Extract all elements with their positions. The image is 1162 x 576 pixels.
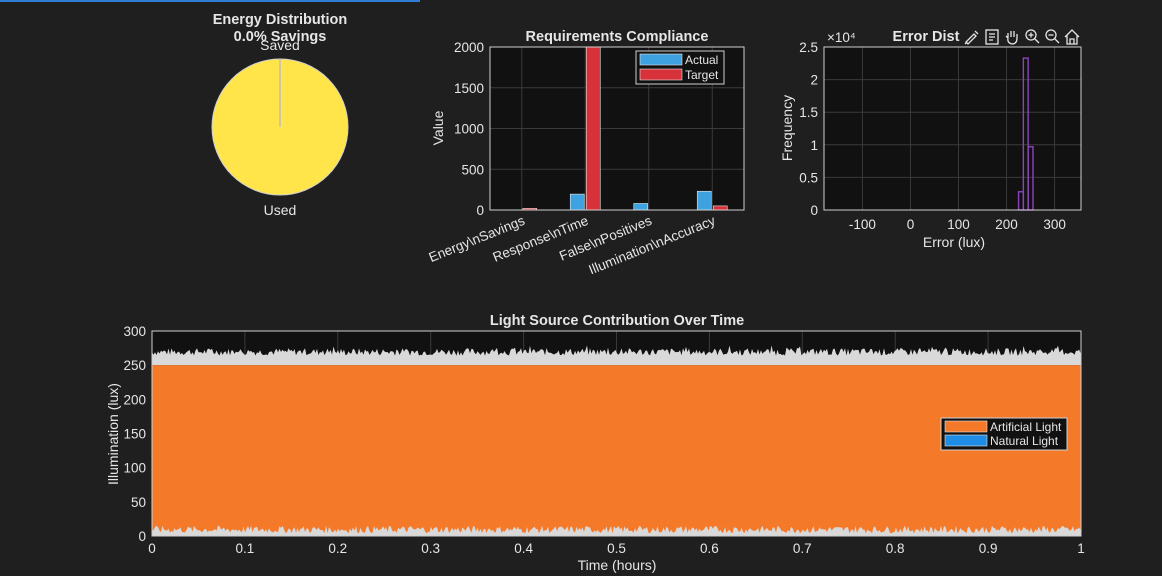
light-ytick: 200 <box>123 392 146 407</box>
datatip-icon[interactable] <box>983 28 1001 46</box>
error-ytick: 1.5 <box>799 105 818 120</box>
light-ytick: 100 <box>123 461 146 476</box>
error-ylabel: Frequency <box>779 95 795 161</box>
requirements-ytick: 1500 <box>454 81 484 96</box>
light-xtick: 0.2 <box>328 541 347 556</box>
error-ytick: 2 <box>810 73 818 88</box>
window-progress-bar <box>0 0 420 2</box>
light-ytick: 0 <box>138 529 146 544</box>
light-xtick: 0.6 <box>700 541 719 556</box>
error-axes-box <box>823 46 1082 211</box>
requirements-bar-target <box>712 205 728 211</box>
requirements-ytick: 500 <box>461 162 484 177</box>
requirements-chart: Requirements Compliance 0 500 1000 1500 2000… <box>427 29 745 277</box>
light-xlabel: Time (hours) <box>578 557 657 573</box>
requirements-ytick: 1000 <box>454 122 484 137</box>
light-xtick: 0.9 <box>979 541 998 556</box>
requirements-bar-actual <box>633 203 649 211</box>
requirements-bar-actual <box>696 190 712 211</box>
error-xtick: -100 <box>849 217 876 232</box>
requirements-ylabel: Value <box>430 110 446 145</box>
light-axes-box <box>151 330 1082 537</box>
legend-label-natural: Natural Light <box>990 434 1059 448</box>
light-noise-band-bottom <box>152 525 1081 536</box>
pie-chart: Energy Distribution 0.0% Savings Saved U… <box>211 12 349 218</box>
legend-swatch-target <box>639 68 683 81</box>
light-title: Light Source Contribution Over Time <box>490 313 744 329</box>
zoom-out-icon[interactable] <box>1043 28 1061 46</box>
light-xtick: 0 <box>148 541 156 556</box>
light-xtick: 0.4 <box>514 541 533 556</box>
light-ytick: 300 <box>123 324 146 339</box>
light-xtick: 0.5 <box>607 541 626 556</box>
light-ytick: 250 <box>123 358 146 373</box>
requirements-ytick: 2000 <box>454 40 484 55</box>
legend-swatch-actual <box>639 53 683 66</box>
light-ylabel: Illumination (lux) <box>105 383 121 485</box>
light-xtick: 0.1 <box>236 541 255 556</box>
error-chart: 0 0.5 1 1.5 2 2.5 -100 0 100 200 300 Error Dist ×… <box>779 28 1082 250</box>
requirements-bar-target <box>585 46 601 211</box>
legend-swatch-artificial <box>944 420 988 433</box>
error-xtick: 200 <box>995 217 1018 232</box>
zoom-in-icon[interactable] <box>1023 28 1041 46</box>
legend-label-actual: Actual <box>685 53 718 67</box>
light-ytick: 150 <box>123 427 146 442</box>
axes-toolbar <box>963 28 1081 46</box>
error-xtick: 100 <box>947 217 970 232</box>
light-xtick: 1 <box>1077 541 1085 556</box>
requirements-axes-box <box>489 46 745 211</box>
error-title: Error Dist <box>893 29 960 45</box>
light-source-chart: Light Source Contribution Over Time 0 50 1… <box>105 313 1085 573</box>
light-xtick: 0.8 <box>886 541 905 556</box>
error-axes <box>824 47 1081 210</box>
error-exponent: ×10⁴ <box>827 30 856 45</box>
light-xtick: 0.7 <box>793 541 812 556</box>
light-noise-band-top <box>152 345 1081 366</box>
error-ytick: 2.5 <box>799 40 818 55</box>
pie-label-saved: Saved <box>260 37 300 53</box>
error-ytick: 1 <box>810 138 818 153</box>
pan-icon[interactable] <box>1003 28 1021 46</box>
error-xtick: 0 <box>907 217 915 232</box>
error-ytick: 0 <box>810 203 818 218</box>
brush-icon[interactable] <box>963 28 981 46</box>
light-legend: Artificial Light Natural Light <box>940 417 1068 451</box>
light-xtick: 0.3 <box>421 541 440 556</box>
light-area-artificial <box>152 365 1081 536</box>
error-xtick: 300 <box>1043 217 1066 232</box>
requirements-bar-actual <box>569 193 585 211</box>
pie-subtitle: 0.0% Savings <box>234 29 327 45</box>
legend-swatch-natural <box>944 434 988 447</box>
light-ytick: 50 <box>131 495 146 510</box>
pie-title: Energy Distribution <box>213 12 348 28</box>
requirements-title: Requirements Compliance <box>526 29 709 45</box>
home-icon[interactable] <box>1063 28 1081 46</box>
requirements-ytick: 0 <box>476 203 484 218</box>
legend-label-target: Target <box>685 68 719 82</box>
error-ytick: 0.5 <box>799 170 818 185</box>
pie-label-used: Used <box>264 202 297 218</box>
requirements-legend: Actual Target <box>635 50 725 85</box>
error-xlabel: Error (lux) <box>923 234 985 250</box>
legend-label-artificial: Artificial Light <box>990 420 1062 434</box>
